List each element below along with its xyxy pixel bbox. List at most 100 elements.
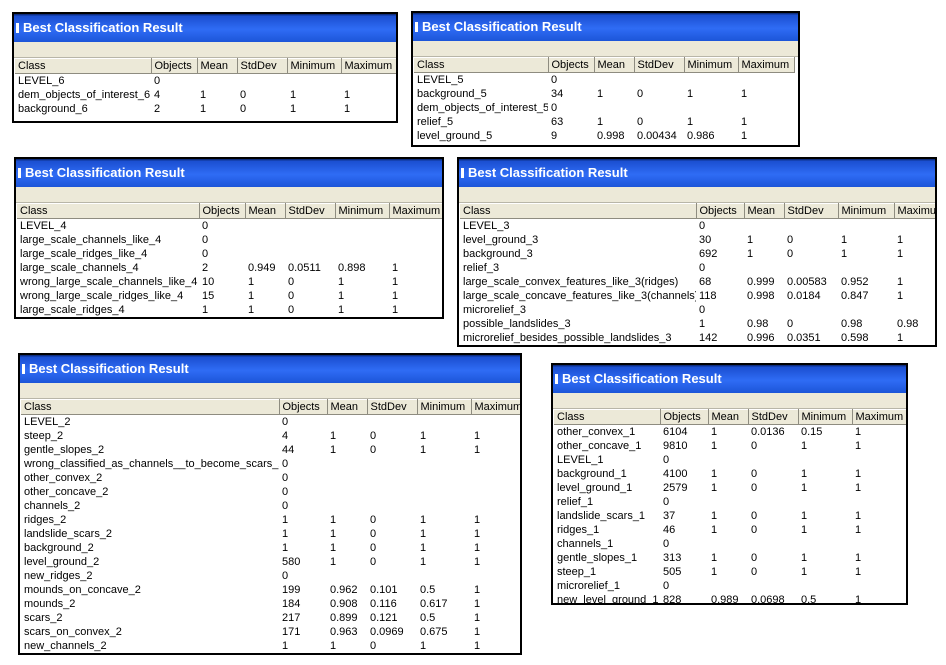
table-row[interactable]: LEVEL_5 0 <box>414 73 794 88</box>
column-header-maximum[interactable]: Maximum <box>894 203 935 219</box>
table-row[interactable]: dem_objects_of_interest_6 4 1 0 1 1 <box>15 88 396 102</box>
column-header-objects[interactable]: Objects <box>199 203 246 219</box>
table-row[interactable]: scars_on_convex_2 171 0.963 0.0969 0.675 1 <box>21 625 520 639</box>
column-header-class[interactable]: Class <box>21 399 280 415</box>
table-row[interactable]: wrong_large_scale_channels_like_4 10 1 0 1 1 <box>17 275 442 289</box>
table-row[interactable]: new_level_ground_1 828 0.989 0.0698 0.5 1 <box>554 593 906 603</box>
table-row[interactable]: relief_3 0 <box>460 261 935 275</box>
cell-minimum: 0.598 <box>841 332 869 344</box>
table-row[interactable]: new_ridges_2 0 <box>21 569 520 583</box>
table-row[interactable]: background_1 4100 1 0 1 1 <box>554 467 906 481</box>
table-row[interactable]: level_ground_5 9 0.998 0.00434 0.986 1 <box>414 129 794 143</box>
column-header-class[interactable]: Class <box>554 409 661 425</box>
table-row[interactable]: large_scale_channels_4 2 0.949 0.0511 0.898 1 <box>17 261 442 275</box>
column-header-minimum[interactable]: Minimum <box>417 399 472 415</box>
table-row[interactable]: channels_2 0 <box>21 499 520 513</box>
table-row[interactable]: LEVEL_4 0 <box>17 219 442 234</box>
table-row[interactable]: LEVEL_6 0 <box>15 74 396 89</box>
table-row[interactable]: level_ground_1 2579 1 0 1 1 <box>554 481 906 495</box>
table-row[interactable]: wrong_classified_as_channels__to_become_… <box>21 457 520 471</box>
column-header-maximum[interactable]: Maximum <box>738 57 795 73</box>
column-header-objects[interactable]: Objects <box>548 57 595 73</box>
cell-stddev <box>237 74 287 89</box>
column-header-minimum[interactable]: Minimum <box>684 57 739 73</box>
table-row[interactable]: dem_objects_of_interest_5 0 <box>414 101 794 115</box>
table-row[interactable]: large_scale_ridges_4 1 1 0 1 1 <box>17 303 442 317</box>
table-row[interactable]: level_ground_3 30 1 0 1 1 <box>460 233 935 247</box>
title-bar[interactable]: Best Classification Result <box>459 159 935 187</box>
column-header-mean[interactable]: Mean <box>327 399 368 415</box>
column-header-stddev[interactable]: StdDev <box>634 57 685 73</box>
column-header-stddev[interactable]: StdDev <box>748 409 799 425</box>
column-header-class[interactable]: Class <box>460 203 697 219</box>
table-row[interactable]: steep_2 4 1 0 1 1 <box>21 429 520 443</box>
column-header-mean[interactable]: Mean <box>744 203 785 219</box>
column-header-mean[interactable]: Mean <box>708 409 749 425</box>
title-bar[interactable]: Best Classification Result <box>14 14 396 42</box>
table-row[interactable]: gentle_slopes_1 313 1 0 1 1 <box>554 551 906 565</box>
table-row[interactable]: relief_1 0 <box>554 495 906 509</box>
table-row[interactable]: mounds_on_concave_2 199 0.962 0.101 0.5 1 <box>21 583 520 597</box>
table-row[interactable]: background_6 2 1 0 1 1 <box>15 102 396 116</box>
table-row[interactable]: other_concave_1 9810 1 0 1 1 <box>554 439 906 453</box>
column-header-minimum[interactable]: Minimum <box>798 409 853 425</box>
table-row[interactable]: ridges_1 46 1 0 1 1 <box>554 523 906 537</box>
column-header-minimum[interactable]: Minimum <box>838 203 895 219</box>
cell-mean: 1 <box>747 234 754 246</box>
column-header-mean[interactable]: Mean <box>197 58 238 74</box>
table-row[interactable]: large_scale_convex_features_like_3(ridge… <box>460 275 935 289</box>
table-row[interactable]: other_convex_1 6104 1 0.0136 0.15 1 <box>554 425 906 440</box>
column-header-maximum[interactable]: Maximum <box>389 203 442 219</box>
title-bar[interactable]: Best Classification Result <box>553 365 906 393</box>
table-row[interactable]: large_scale_ridges_like_4 0 <box>17 247 442 261</box>
table-row[interactable]: mounds_2 184 0.908 0.116 0.617 1 <box>21 597 520 611</box>
column-header-stddev[interactable]: StdDev <box>367 399 418 415</box>
table-row[interactable]: steep_1 505 1 0 1 1 <box>554 565 906 579</box>
column-header-stddev[interactable]: StdDev <box>285 203 336 219</box>
column-header-objects[interactable]: Objects <box>151 58 198 74</box>
table-row[interactable]: microrelief_besides_possible_landslides_… <box>460 331 935 345</box>
table-row[interactable]: channels_1 0 <box>554 537 906 551</box>
table-row[interactable]: LEVEL_1 0 <box>554 453 906 467</box>
table-row[interactable]: gentle_slopes_2 44 1 0 1 1 <box>21 443 520 457</box>
table-row[interactable]: LEVEL_2 0 <box>21 415 520 430</box>
table-row[interactable]: landslide_scars_2 1 1 0 1 1 <box>21 527 520 541</box>
cell-mean <box>708 537 748 551</box>
column-header-objects[interactable]: Objects <box>660 409 709 425</box>
table-row[interactable]: large_scale_channels_like_4 0 <box>17 233 442 247</box>
table-row[interactable]: relief_5 63 1 0 1 1 <box>414 115 794 129</box>
column-header-maximum[interactable]: Maximum <box>471 399 520 415</box>
table-row[interactable]: other_concave_2 0 <box>21 485 520 499</box>
table-row[interactable]: ridges_2 1 1 0 1 1 <box>21 513 520 527</box>
table-row[interactable]: possible_landslides_3 1 0.98 0 0.98 0.98 <box>460 317 935 331</box>
title-bar[interactable]: Best Classification Result <box>20 355 520 383</box>
table-row[interactable]: background_5 34 1 0 1 1 <box>414 87 794 101</box>
column-header-objects[interactable]: Objects <box>696 203 745 219</box>
column-header-minimum[interactable]: Minimum <box>335 203 390 219</box>
table-row[interactable]: background_3 692 1 0 1 1 <box>460 247 935 261</box>
table-row[interactable]: scars_2 217 0.899 0.121 0.5 1 <box>21 611 520 625</box>
column-header-maximum[interactable]: Maximum <box>341 58 396 74</box>
title-bar[interactable]: Best Classification Result <box>16 159 442 187</box>
column-header-maximum[interactable]: Maximum <box>852 409 906 425</box>
table-row[interactable]: level_ground_2 580 1 0 1 1 <box>21 555 520 569</box>
table-row[interactable]: LEVEL_3 0 <box>460 219 935 234</box>
table-row[interactable]: large_scale_concave_features_like_3(chan… <box>460 289 935 303</box>
column-header-class[interactable]: Class <box>17 203 200 219</box>
column-header-mean[interactable]: Mean <box>245 203 286 219</box>
table-row[interactable]: wrong_large_scale_ridges_like_4 15 1 0 1 1 <box>17 289 442 303</box>
column-header-stddev[interactable]: StdDev <box>784 203 839 219</box>
column-header-objects[interactable]: Objects <box>279 399 328 415</box>
title-bar[interactable]: Best Classification Result <box>413 13 798 41</box>
column-header-minimum[interactable]: Minimum <box>287 58 342 74</box>
table-row[interactable]: background_2 1 1 0 1 1 <box>21 541 520 555</box>
column-header-class[interactable]: Class <box>414 57 549 73</box>
column-header-mean[interactable]: Mean <box>594 57 635 73</box>
table-row[interactable]: landslide_scars_1 37 1 0 1 1 <box>554 509 906 523</box>
table-row[interactable]: other_convex_2 0 <box>21 471 520 485</box>
table-row[interactable]: microrelief_3 0 <box>460 303 935 317</box>
column-header-stddev[interactable]: StdDev <box>237 58 288 74</box>
column-header-class[interactable]: Class <box>15 58 152 74</box>
table-row[interactable]: microrelief_1 0 <box>554 579 906 593</box>
table-row[interactable]: new_channels_2 1 1 0 1 1 <box>21 639 520 653</box>
